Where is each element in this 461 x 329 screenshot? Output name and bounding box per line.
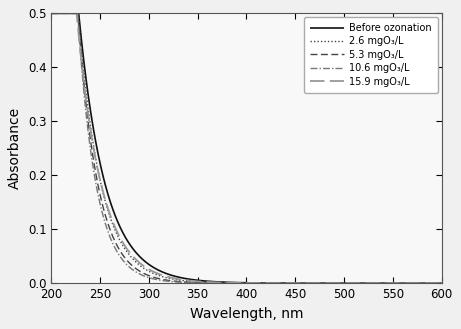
Legend: Before ozonation, 2.6 mgO₃/L, 5.3 mgO₃/L, 10.6 mgO₃/L, 15.9 mgO₃/L: Before ozonation, 2.6 mgO₃/L, 5.3 mgO₃/L…	[304, 17, 437, 92]
X-axis label: Wavelength, nm: Wavelength, nm	[190, 307, 303, 321]
Y-axis label: Absorbance: Absorbance	[8, 107, 22, 190]
